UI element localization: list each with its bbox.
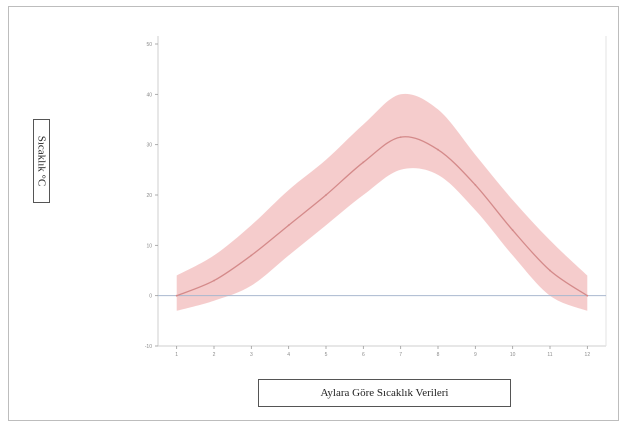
y-tick-label: 50 (146, 42, 152, 48)
x-tick-label: 6 (362, 352, 365, 358)
data-point (511, 229, 514, 232)
data-point (437, 148, 439, 151)
y-tick-label: 40 (146, 92, 152, 98)
data-point (362, 161, 365, 164)
data-point (287, 224, 290, 227)
y-tick-label: -10 (145, 344, 152, 350)
y-axis-label-box: Sıcaklık °C (33, 119, 50, 203)
y-tick-label: 30 (146, 143, 152, 149)
x-tick-label: 4 (287, 352, 290, 358)
data-point (213, 279, 215, 282)
x-tick-label: 1 (175, 352, 178, 358)
y-axis-label: Sıcaklık °C (35, 135, 48, 187)
data-point (250, 254, 253, 257)
x-tick-label: 2 (213, 352, 216, 358)
y-tick-label: 20 (146, 193, 152, 199)
x-tick-label: 7 (399, 352, 402, 358)
x-tick-label: 11 (547, 352, 552, 358)
x-tick-label: 9 (474, 352, 477, 358)
x-axis-label: Aylara Göre Sıcaklık Verileri (320, 387, 449, 399)
data-point (175, 294, 178, 297)
x-tick-label: 12 (585, 352, 591, 358)
data-point (474, 184, 477, 186)
y-tick-label: 10 (146, 243, 152, 249)
data-point (399, 136, 402, 139)
y-tick-label: 0 (149, 294, 152, 300)
x-axis-label-box: Aylara Göre Sıcaklık Verileri (258, 379, 511, 407)
x-tick-label: 10 (510, 352, 516, 358)
data-point (325, 194, 327, 196)
data-point (586, 294, 589, 297)
series-line (176, 136, 588, 297)
data-point (549, 269, 551, 272)
x-tick-label: 3 (250, 352, 253, 358)
confidence-band (176, 93, 588, 311)
x-tick-label: 5 (325, 352, 328, 358)
x-tick-label: 8 (437, 352, 440, 358)
